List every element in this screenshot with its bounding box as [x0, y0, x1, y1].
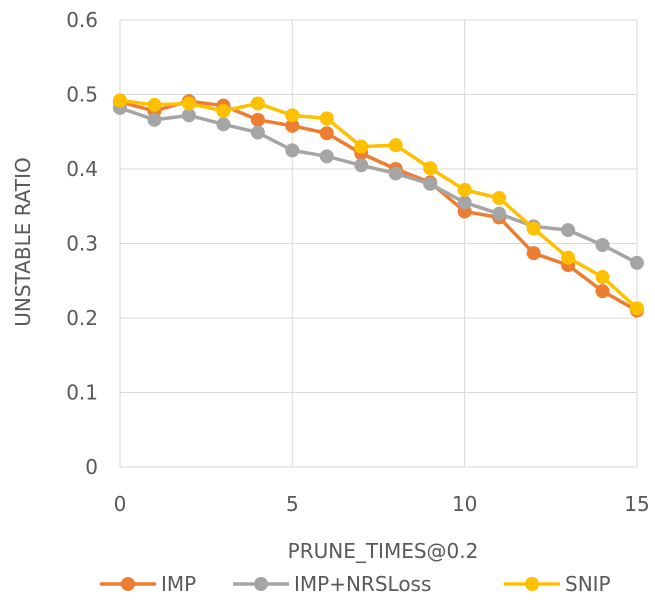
data-point: [457, 182, 472, 197]
legend-item: IMP: [100, 572, 196, 596]
x-tick-label: 15: [624, 492, 649, 516]
data-point: [113, 93, 127, 108]
legend: IMP IMP+NRSLoss SNIP: [100, 572, 611, 596]
series-imp-nrsloss: [113, 100, 644, 270]
y-tick-label: 0.4: [66, 157, 98, 181]
data-point: [319, 126, 334, 141]
series-line: [119, 98, 639, 310]
data-point: [595, 284, 610, 299]
legend-item: IMP+NRSLoss: [233, 572, 431, 596]
y-tick-label: 0: [85, 455, 98, 479]
y-axis-title: UNSTABLE RATIO: [11, 157, 35, 327]
data-point: [595, 237, 610, 252]
data-point: [561, 250, 576, 265]
series-imp: [113, 94, 644, 318]
series-snip: [113, 93, 644, 316]
y-tick-label: 0.5: [66, 83, 98, 107]
data-point: [181, 108, 196, 123]
tick-layer: 0 0.1 0.2 0.3 0.4 0.5 0.6 0 5 10 15: [66, 8, 650, 516]
data-point: [388, 166, 403, 181]
data-point: [492, 206, 507, 221]
data-point: [630, 301, 644, 316]
series-line: [119, 99, 638, 313]
data-point: [250, 125, 265, 140]
grid-layer: [119, 19, 638, 468]
data-point: [423, 161, 438, 176]
x-tick-label: 0: [114, 492, 127, 516]
data-point: [216, 103, 231, 118]
data-point: [526, 221, 541, 236]
x-tick-label: 5: [286, 492, 299, 516]
data-point: [147, 97, 162, 112]
data-point: [285, 108, 300, 123]
data-point: [354, 158, 369, 173]
data-point: [319, 111, 334, 126]
legend-label: IMP: [161, 572, 196, 596]
data-point: [561, 223, 576, 238]
data-point: [423, 176, 438, 191]
y-tick-label: 0.6: [66, 8, 98, 32]
data-point: [457, 195, 472, 210]
data-point: [285, 118, 300, 133]
data-point: [319, 149, 334, 164]
x-axis-title: PRUNE_TIMES@0.2: [288, 539, 479, 563]
data-point: [250, 112, 265, 127]
data-point: [285, 143, 300, 158]
legend-swatch-marker: [254, 577, 268, 591]
data-point: [147, 112, 162, 127]
x-tick-label: 10: [452, 492, 477, 516]
data-point: [216, 117, 231, 132]
data-point: [595, 270, 610, 285]
data-point: [526, 246, 541, 261]
data-point: [492, 191, 507, 206]
data-point: [181, 96, 196, 111]
legend-item: SNIP: [504, 572, 611, 596]
data-point: [354, 139, 369, 154]
legend-swatch-marker: [525, 577, 539, 591]
y-tick-label: 0.2: [66, 306, 98, 330]
y-tick-label: 0.1: [66, 381, 98, 405]
y-tick-label: 0.3: [66, 232, 98, 256]
legend-label: SNIP: [565, 572, 611, 596]
data-point: [250, 96, 265, 111]
legend-label: IMP+NRSLoss: [294, 572, 431, 596]
legend-swatch-marker: [121, 577, 135, 591]
series-line: [119, 106, 638, 265]
data-point: [630, 255, 644, 270]
data-point: [388, 138, 403, 153]
series-layer: [113, 93, 644, 318]
